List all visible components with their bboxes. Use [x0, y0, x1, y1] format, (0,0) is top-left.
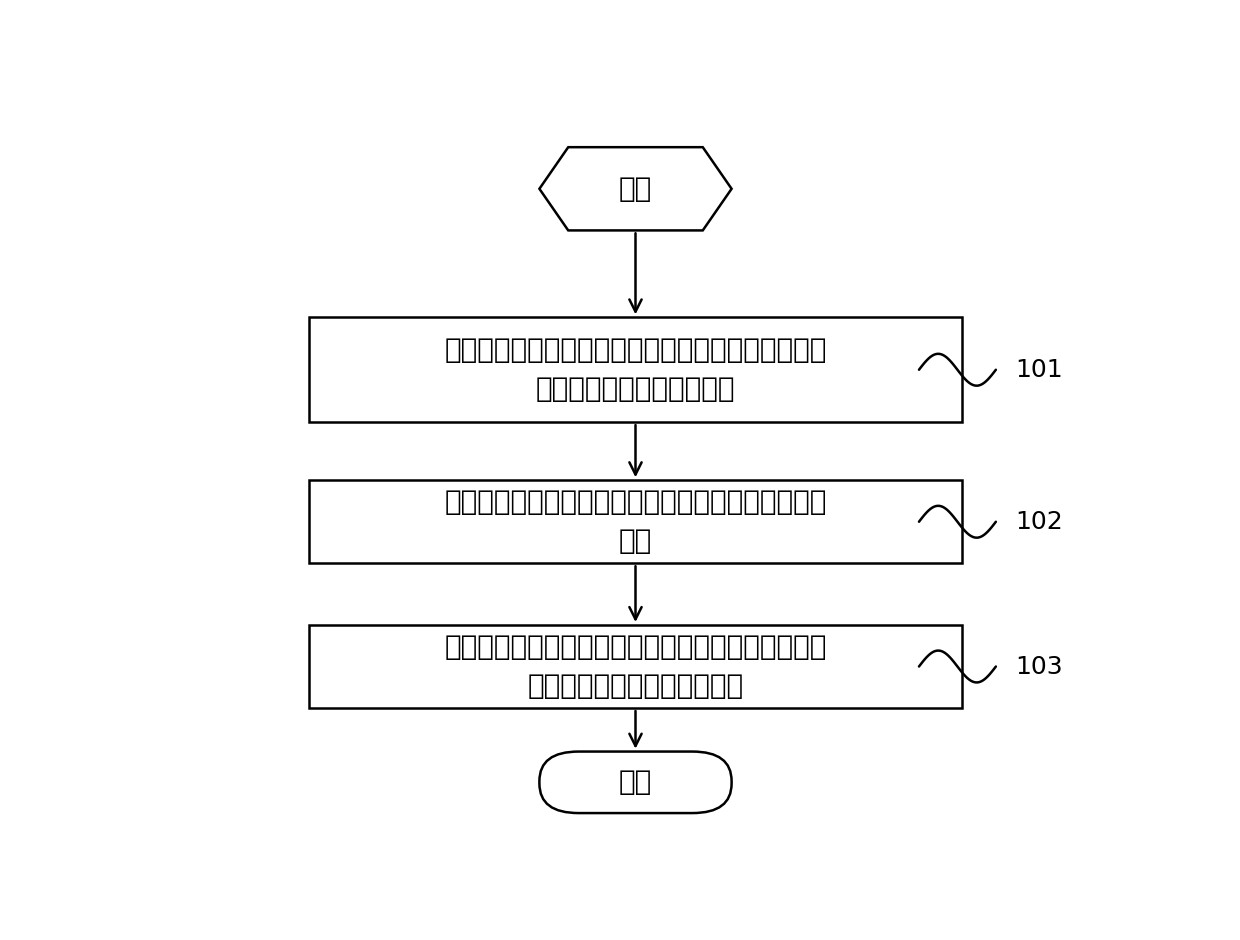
- Bar: [309, 625, 962, 708]
- Text: 102: 102: [1016, 509, 1063, 534]
- Text: 结束: 结束: [619, 768, 652, 796]
- Text: 若所述太阳能组件中任意一个太阳能子件的工作温度
中大于预设値，执行报警操作: 若所述太阳能组件中任意一个太阳能子件的工作温度 中大于预设値，执行报警操作: [444, 633, 827, 700]
- Bar: [309, 480, 962, 563]
- Text: 103: 103: [1016, 654, 1063, 679]
- Polygon shape: [539, 148, 732, 230]
- Text: 101: 101: [1016, 358, 1063, 382]
- Text: 根据所述开路电压，确定每个所述太阳能子件的工作
温度: 根据所述开路电压，确定每个所述太阳能子件的工作 温度: [444, 488, 827, 556]
- Text: 开始: 开始: [619, 175, 652, 203]
- FancyBboxPatch shape: [539, 752, 732, 813]
- Text: 通过所述接线盒网关从每个所述子件接线盒获取每个
所述太阳能子件的开路电压: 通过所述接线盒网关从每个所述子件接线盒获取每个 所述太阳能子件的开路电压: [444, 337, 827, 403]
- Bar: [309, 318, 962, 422]
